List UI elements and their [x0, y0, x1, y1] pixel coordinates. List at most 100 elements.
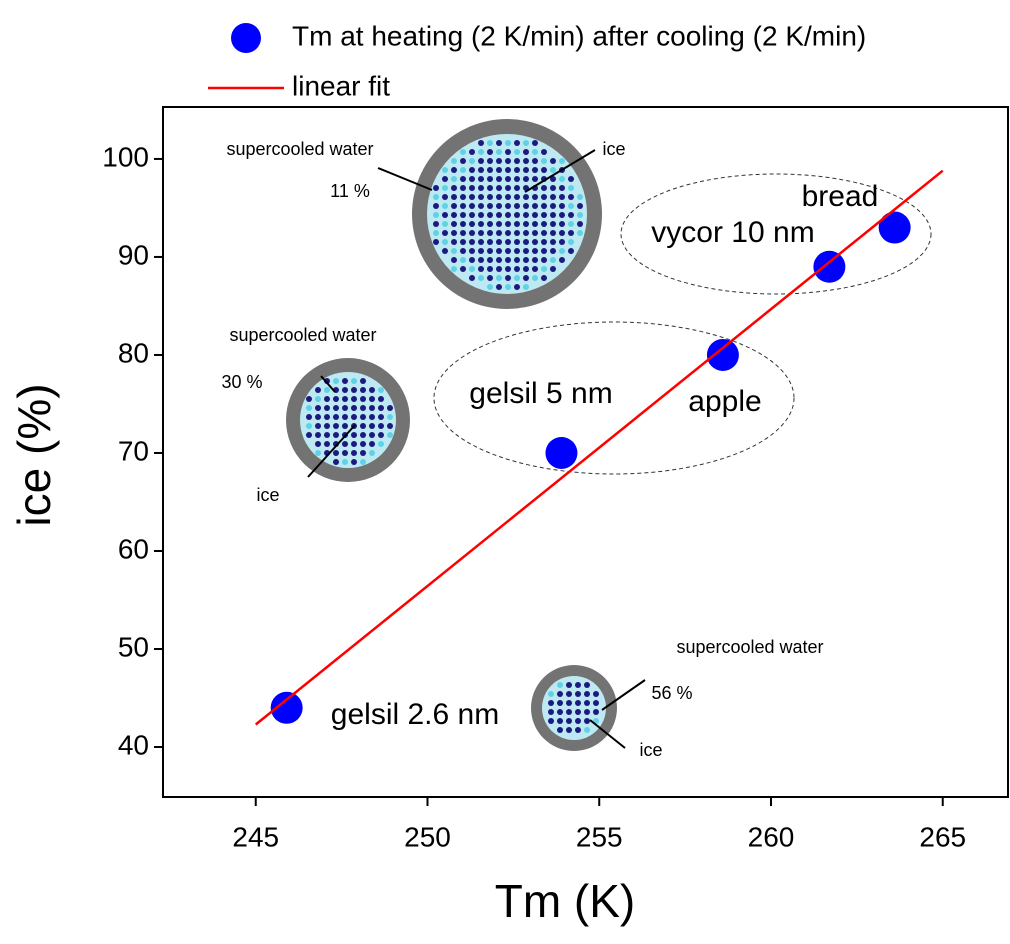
molecule	[469, 203, 475, 209]
molecule	[550, 194, 556, 200]
molecule	[523, 140, 529, 146]
molecule	[433, 194, 439, 200]
molecule	[548, 700, 554, 706]
molecule	[487, 167, 493, 173]
molecule	[460, 185, 466, 191]
molecule	[514, 275, 520, 281]
molecule	[557, 718, 563, 724]
molecule	[577, 212, 583, 218]
molecule	[460, 212, 466, 218]
molecule	[496, 158, 502, 164]
molecule	[378, 387, 384, 393]
molecule	[315, 441, 321, 447]
molecule	[532, 230, 538, 236]
molecule	[559, 158, 565, 164]
molecule	[496, 248, 502, 254]
molecule	[550, 230, 556, 236]
molecule	[351, 450, 357, 456]
molecule	[342, 441, 348, 447]
molecule	[478, 248, 484, 254]
molecule	[496, 275, 502, 281]
molecule	[541, 167, 547, 173]
molecule	[505, 266, 511, 272]
molecule	[451, 176, 457, 182]
molecule	[532, 266, 538, 272]
annotation: ice	[256, 485, 279, 505]
molecule	[532, 275, 538, 281]
data-point	[707, 339, 739, 371]
molecule	[523, 284, 529, 290]
molecule	[557, 709, 563, 715]
molecule	[360, 423, 366, 429]
molecule	[387, 405, 393, 411]
data-point	[879, 212, 911, 244]
molecule	[550, 158, 556, 164]
molecule	[387, 414, 393, 420]
pore-inside	[300, 372, 396, 468]
molecule	[505, 221, 511, 227]
molecule	[550, 212, 556, 218]
molecule	[387, 432, 393, 438]
molecule	[451, 194, 457, 200]
annotation: ice	[602, 139, 625, 159]
molecule	[333, 432, 339, 438]
molecule	[433, 185, 439, 191]
molecule	[593, 700, 599, 706]
molecule	[523, 248, 529, 254]
molecule	[532, 194, 538, 200]
molecule	[559, 239, 565, 245]
legend-label: Tm at heating (2 K/min) after cooling (2…	[292, 20, 866, 51]
molecule	[478, 203, 484, 209]
chart: ice (%) Tm (K) 2452502552602654050607080…	[0, 0, 1010, 944]
molecule	[505, 248, 511, 254]
molecule	[577, 194, 583, 200]
molecule	[523, 158, 529, 164]
molecule	[523, 194, 529, 200]
molecule	[478, 194, 484, 200]
molecule	[342, 378, 348, 384]
molecule	[514, 167, 520, 173]
molecule	[324, 387, 330, 393]
molecule	[315, 432, 321, 438]
molecule	[514, 230, 520, 236]
molecule	[523, 230, 529, 236]
molecule	[342, 396, 348, 402]
molecule	[369, 450, 375, 456]
molecule	[548, 709, 554, 715]
molecule	[460, 149, 466, 155]
molecule	[568, 239, 574, 245]
molecule	[514, 203, 520, 209]
molecule	[469, 212, 475, 218]
molecule	[378, 423, 384, 429]
molecule	[351, 378, 357, 384]
molecule	[550, 221, 556, 227]
annotation: 30 %	[221, 372, 262, 392]
molecule	[566, 727, 572, 733]
molecule	[575, 727, 581, 733]
molecule	[557, 691, 563, 697]
molecule	[442, 248, 448, 254]
molecule	[487, 257, 493, 263]
molecule	[548, 718, 554, 724]
y-axis-label: ice (%)	[8, 383, 60, 526]
annotation: 11 %	[330, 181, 370, 201]
molecule	[378, 441, 384, 447]
molecule	[487, 284, 493, 290]
molecule	[342, 459, 348, 465]
molecule	[324, 414, 330, 420]
y-tick-label: 90	[118, 239, 149, 270]
molecule	[306, 396, 312, 402]
molecule	[523, 149, 529, 155]
annotation: gelsil 2.6 nm	[331, 698, 499, 731]
molecule	[548, 691, 554, 697]
molecule	[577, 221, 583, 227]
molecule	[541, 212, 547, 218]
molecule	[315, 387, 321, 393]
molecule	[505, 257, 511, 263]
molecule	[496, 257, 502, 263]
molecule	[324, 423, 330, 429]
molecule	[360, 414, 366, 420]
molecule	[487, 149, 493, 155]
molecule	[514, 266, 520, 272]
molecule	[442, 239, 448, 245]
